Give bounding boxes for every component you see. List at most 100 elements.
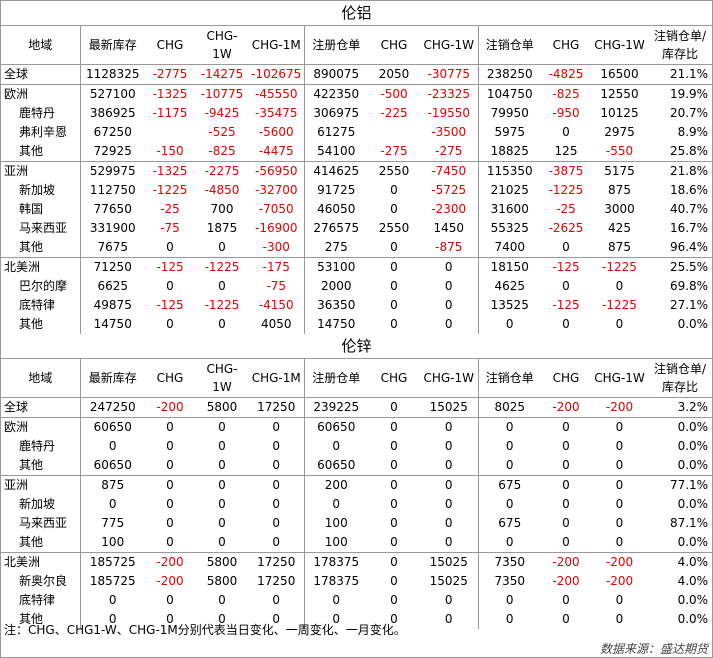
region-cell: 鹿特丹 (19, 439, 56, 453)
value-cell: 16.7% (669, 221, 709, 235)
region-cell: 巴尔的摩 (19, 279, 68, 293)
value-cell: 700 (210, 202, 234, 216)
value-cell: -19550 (427, 106, 470, 120)
value-cell: 5800 (195, 552, 249, 572)
value-cell: 0 (562, 535, 570, 549)
value-cell: -175 (249, 257, 304, 277)
value-cell: 0 (444, 593, 453, 607)
value-cell: 0 (477, 437, 541, 456)
value-cell: -125 (145, 257, 195, 277)
value-cell: 53100 (303, 257, 368, 277)
value-cell: -550 (605, 144, 634, 158)
value-cell: 0 (444, 279, 453, 293)
table-row: 全球 1128325 -2775 -14275 -102675 890075 2050 -30… (1, 64, 712, 85)
region-cell: 马来西亚 (19, 221, 68, 235)
value-cell: 21.8% (648, 161, 713, 181)
table-row: 底特律 49875 -125 -1225 -4150 36350 0 0 13525 -125 -1… (1, 296, 712, 315)
column-header: 注册仓单 (303, 25, 368, 65)
column-header: CHG-1W (591, 25, 648, 65)
value-cell: 0 (562, 516, 570, 530)
value-cell: -200 (552, 400, 580, 414)
value-cell: 0 (145, 417, 195, 437)
value-cell: 675 (477, 514, 541, 533)
value-cell: 529975 (79, 161, 145, 181)
value-cell: 0 (562, 125, 570, 139)
value-cell: 0 (166, 612, 174, 626)
value-cell: -200 (591, 552, 648, 572)
value-cell: -125 (552, 298, 580, 312)
column-header: 地域 (1, 25, 80, 65)
value-cell: 0 (562, 240, 570, 254)
value-cell: -32700 (254, 183, 298, 197)
value-cell: 27.1% (669, 298, 709, 312)
value-cell: 0.0% (677, 535, 709, 549)
footnote: 注：CHG、CHG1-W、CHG-1M分别代表当日变化、一周变化、一月变化。 (4, 623, 406, 637)
value-cell: 0 (166, 458, 174, 472)
value-cell: 54100 (303, 142, 368, 162)
data-source: 数据来源：盛达期货 (599, 642, 708, 656)
region-cell: 其他 (19, 144, 44, 158)
table-row: 韩国 77650 -25 700 -7050 46050 0 -2300 31600 -25 300… (1, 200, 712, 219)
column-header: CHG-1W (195, 25, 249, 65)
value-cell: 0 (272, 612, 281, 626)
value-cell: 0 (166, 240, 174, 254)
table-row: 全球 247250 -200 5800 17250 239225 0 15025 8025 -20… (1, 397, 712, 418)
value-cell: -825 (208, 144, 236, 158)
value-cell: 527100 (79, 84, 145, 104)
region-cell: 亚洲 (1, 475, 80, 495)
value-cell: -1175 (152, 106, 188, 120)
value-cell: 0 (477, 456, 541, 476)
table-row: 北美洲 185725 -200 5800 17250 178375 0 15025 7350 -2… (1, 552, 713, 572)
value-cell: 0 (477, 495, 541, 514)
value-cell: 0 (562, 458, 570, 472)
region-cell: 新加坡 (19, 497, 56, 511)
value-cell: -875 (435, 240, 463, 254)
value-cell: -1225 (204, 298, 240, 312)
value-cell: 0 (562, 279, 570, 293)
value-cell: 0 (272, 497, 281, 511)
column-header: 最新库存 (79, 25, 145, 65)
column-header: CHG-1W (195, 358, 249, 398)
value-cell: 49875 (79, 296, 145, 315)
value-cell: 31600 (477, 200, 541, 219)
column-header: 注销仓单 (477, 358, 541, 398)
value-cell: 185725 (79, 552, 145, 572)
value-cell: 0 (218, 535, 226, 549)
value-cell: 0 (195, 475, 249, 495)
value-cell: 0 (444, 516, 453, 530)
value-cell: -1225 (548, 183, 584, 197)
table-row: 鹿特丹 386925 -1175 -9425 -35475 306975 -225 -1955… (1, 104, 712, 123)
region-cell: 全球 (4, 67, 29, 81)
value-cell: 0 (390, 240, 398, 254)
value-cell: -1325 (145, 161, 195, 181)
column-header: CHG-1W (591, 358, 648, 398)
table-row: 亚洲 875 0 0 0 200 0 0 675 0 0 77.1% (1, 475, 713, 495)
value-cell (145, 123, 195, 142)
value-cell: 1875 (206, 221, 238, 235)
value-cell: 0 (444, 535, 453, 549)
value-cell: 0 (218, 317, 226, 331)
value-cell: 2550 (368, 161, 420, 181)
value-cell: 19.9% (648, 84, 713, 104)
region-cell: 韩国 (19, 202, 44, 216)
region-cell: 其他 (19, 317, 44, 331)
value-cell: 0 (166, 279, 174, 293)
value-cell: 0 (390, 317, 398, 331)
value-cell: 0 (615, 317, 624, 331)
value-cell: 0 (562, 612, 570, 626)
value-cell: 0 (390, 535, 398, 549)
value-cell: 61275 (303, 123, 368, 142)
value-cell: 15025 (429, 400, 468, 414)
value-cell: -125 (156, 298, 184, 312)
value-cell: 0 (541, 417, 591, 437)
region-cell: 鹿特丹 (19, 106, 56, 120)
table-row: 其他 72925 -150 -825 -4475 54100 -275 -275 18825 12… (1, 142, 712, 162)
column-header: 地域 (1, 358, 80, 398)
value-cell: 18825 (477, 142, 541, 162)
value-cell: 0 (390, 497, 398, 511)
table-row: 马来西亚 331900 -75 1875 -16900 276575 2550 1450 553… (1, 219, 712, 238)
region-cell: 欧洲 (1, 84, 80, 104)
value-cell: -75 (266, 279, 287, 293)
value-cell: 0 (444, 497, 453, 511)
value-cell: -200 (605, 400, 634, 414)
